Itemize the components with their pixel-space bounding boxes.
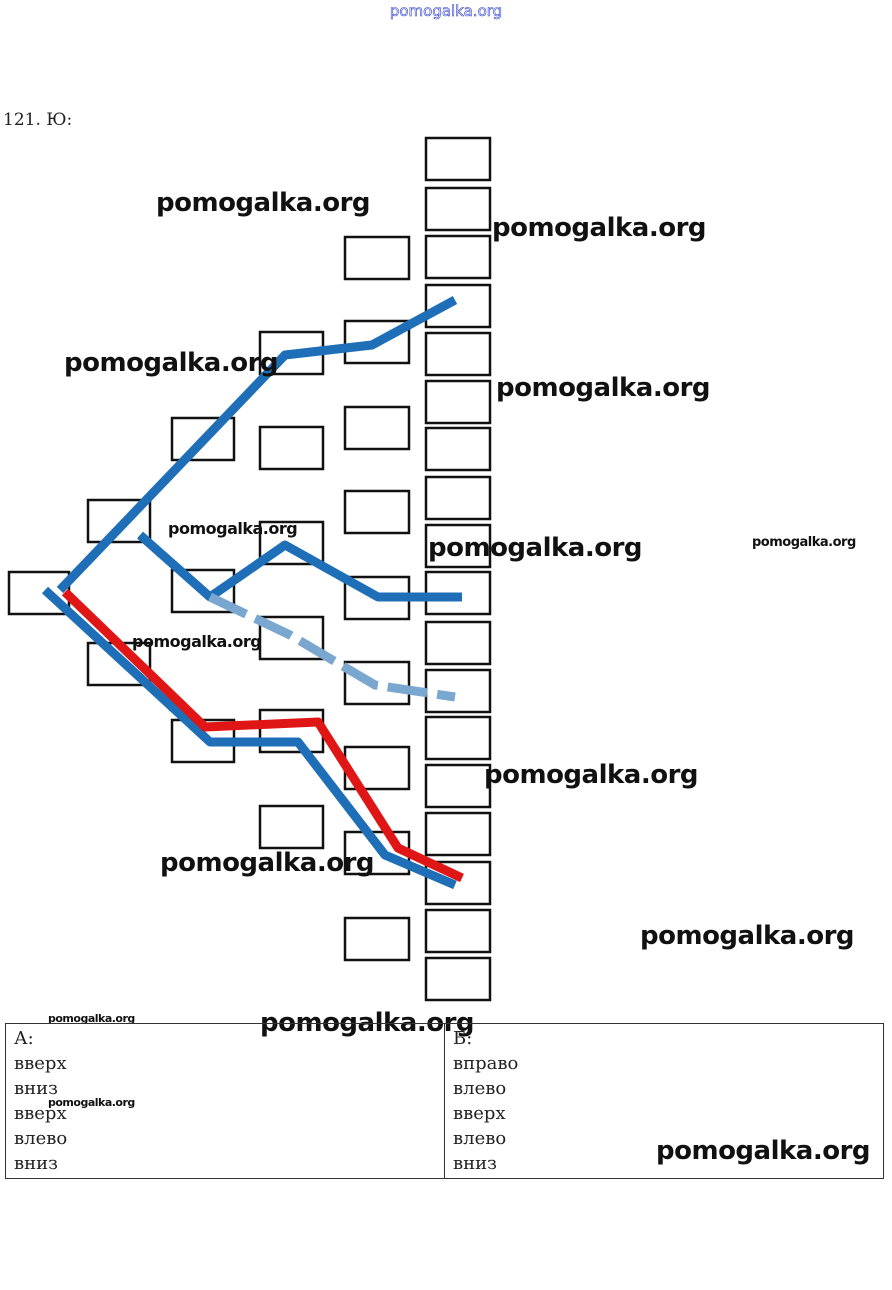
box [424,426,492,472]
box [424,136,492,182]
watermark: pomogalka.org [428,533,643,563]
table-cell: вверх [14,1103,67,1124]
box [86,498,152,544]
box [424,475,492,521]
table-cell: вниз [14,1078,58,1099]
path-line [137,531,462,602]
box [424,811,492,857]
site-header: pomogalka.org [389,2,503,21]
box [170,416,236,462]
box [343,489,411,535]
answer-table: А: вверх вниз вверх влево вниз Б: вправо влево вв… [5,1023,884,1179]
box [170,568,236,614]
box [258,425,325,471]
watermark: pomogalka.org [64,348,279,378]
table-cell: А: [14,1028,34,1049]
box [343,660,411,706]
table-cell: вверх [14,1053,67,1074]
box [424,956,492,1002]
watermark: pomogalka.org [168,519,298,538]
path-line [61,588,464,883]
table-cell: Б: [453,1028,473,1049]
watermark: pomogalka.org [48,1012,135,1025]
box [424,283,492,329]
watermark: pomogalka.org [752,535,856,550]
watermark: pomogalka.org [160,848,375,878]
box [424,379,492,425]
box [343,916,411,962]
table-column: Б: вправо влево вверх влево вниз [444,1024,883,1178]
box [343,235,411,281]
box [424,523,492,569]
table-cell: вниз [14,1153,58,1174]
table-cell: вниз [453,1153,497,1174]
watermark: pomogalka.org [640,921,855,951]
paths [41,296,464,890]
box [343,319,411,365]
watermark: pomogalka.org [656,1136,871,1166]
watermark: pomogalka.org [156,188,371,218]
watermark: pomogalka.org [48,1096,135,1109]
table-cell: влево [453,1078,507,1099]
watermark: pomogalka.org [132,632,262,651]
path-line [41,586,457,890]
table-cell: влево [453,1128,507,1149]
watermark: pomogalka.org [496,373,711,403]
box [343,405,411,451]
box [424,763,492,809]
box [424,860,492,906]
box [424,620,492,666]
boxes [7,136,492,1002]
box [424,668,492,714]
diagram [7,136,492,1002]
table-column: А: вверх вниз вверх влево вниз [6,1024,444,1178]
table-cell: влево [14,1128,68,1149]
box [258,520,325,566]
box [424,234,492,280]
box [424,186,492,232]
table-cell: вверх [453,1103,506,1124]
problem-label: 121. Ю: [3,110,73,130]
box [258,804,325,850]
box [258,615,325,661]
box [424,331,492,377]
table-cell: вправо [453,1053,519,1074]
path-line [56,296,458,594]
box [424,908,492,954]
watermark: pomogalka.org [484,760,699,790]
path-line [208,592,456,702]
box [424,715,492,761]
watermark: pomogalka.org [492,213,707,243]
